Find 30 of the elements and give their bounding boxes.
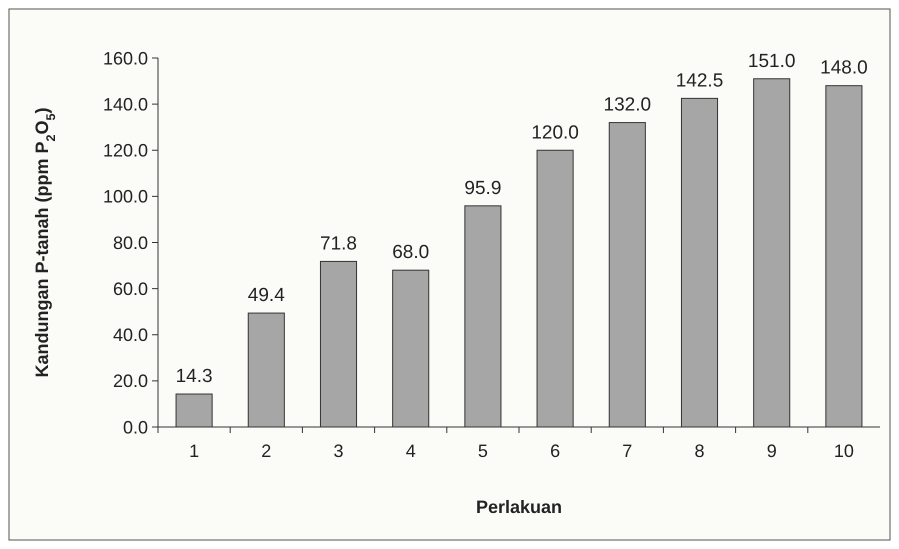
data-label: 14.3 [176,366,213,388]
y-tick-label: 120.0 [102,140,148,161]
data-label: 68.0 [392,242,430,264]
data-label: 95.9 [464,178,502,199]
data-label: 151.0 [748,50,796,72]
y-tick-label: 160.0 [102,48,148,68]
data-label: 132.0 [604,94,652,116]
x-tick-label: 10 [834,441,854,461]
x-tick-label: 2 [261,441,272,461]
x-axis-title: Perlakuan [476,497,562,517]
data-label: 71.8 [320,233,357,254]
x-tick-label: 5 [478,441,488,461]
y-tick-label: 100.0 [102,186,148,207]
x-tick-label: 3 [333,441,344,461]
y-tick-label: 40.0 [112,325,148,346]
y-tick-label: 140.0 [102,94,148,114]
x-tick-label: 6 [550,441,560,461]
data-label: 120.0 [531,122,579,144]
y-tick-label: 0.0 [122,417,148,438]
y-tick-label: 80.0 [112,232,148,253]
data-label: 142.5 [676,70,724,92]
x-tick-label: 1 [189,441,200,461]
x-tick-label: 7 [622,441,632,461]
x-tick-label: 8 [694,441,705,461]
x-tick-label: 9 [766,441,777,461]
x-tick-label: 4 [406,441,416,461]
data-label: 49.4 [248,285,286,306]
y-tick-label: 20.0 [112,371,148,392]
data-label: 148.0 [820,58,868,79]
y-tick-label: 60.0 [112,278,148,299]
